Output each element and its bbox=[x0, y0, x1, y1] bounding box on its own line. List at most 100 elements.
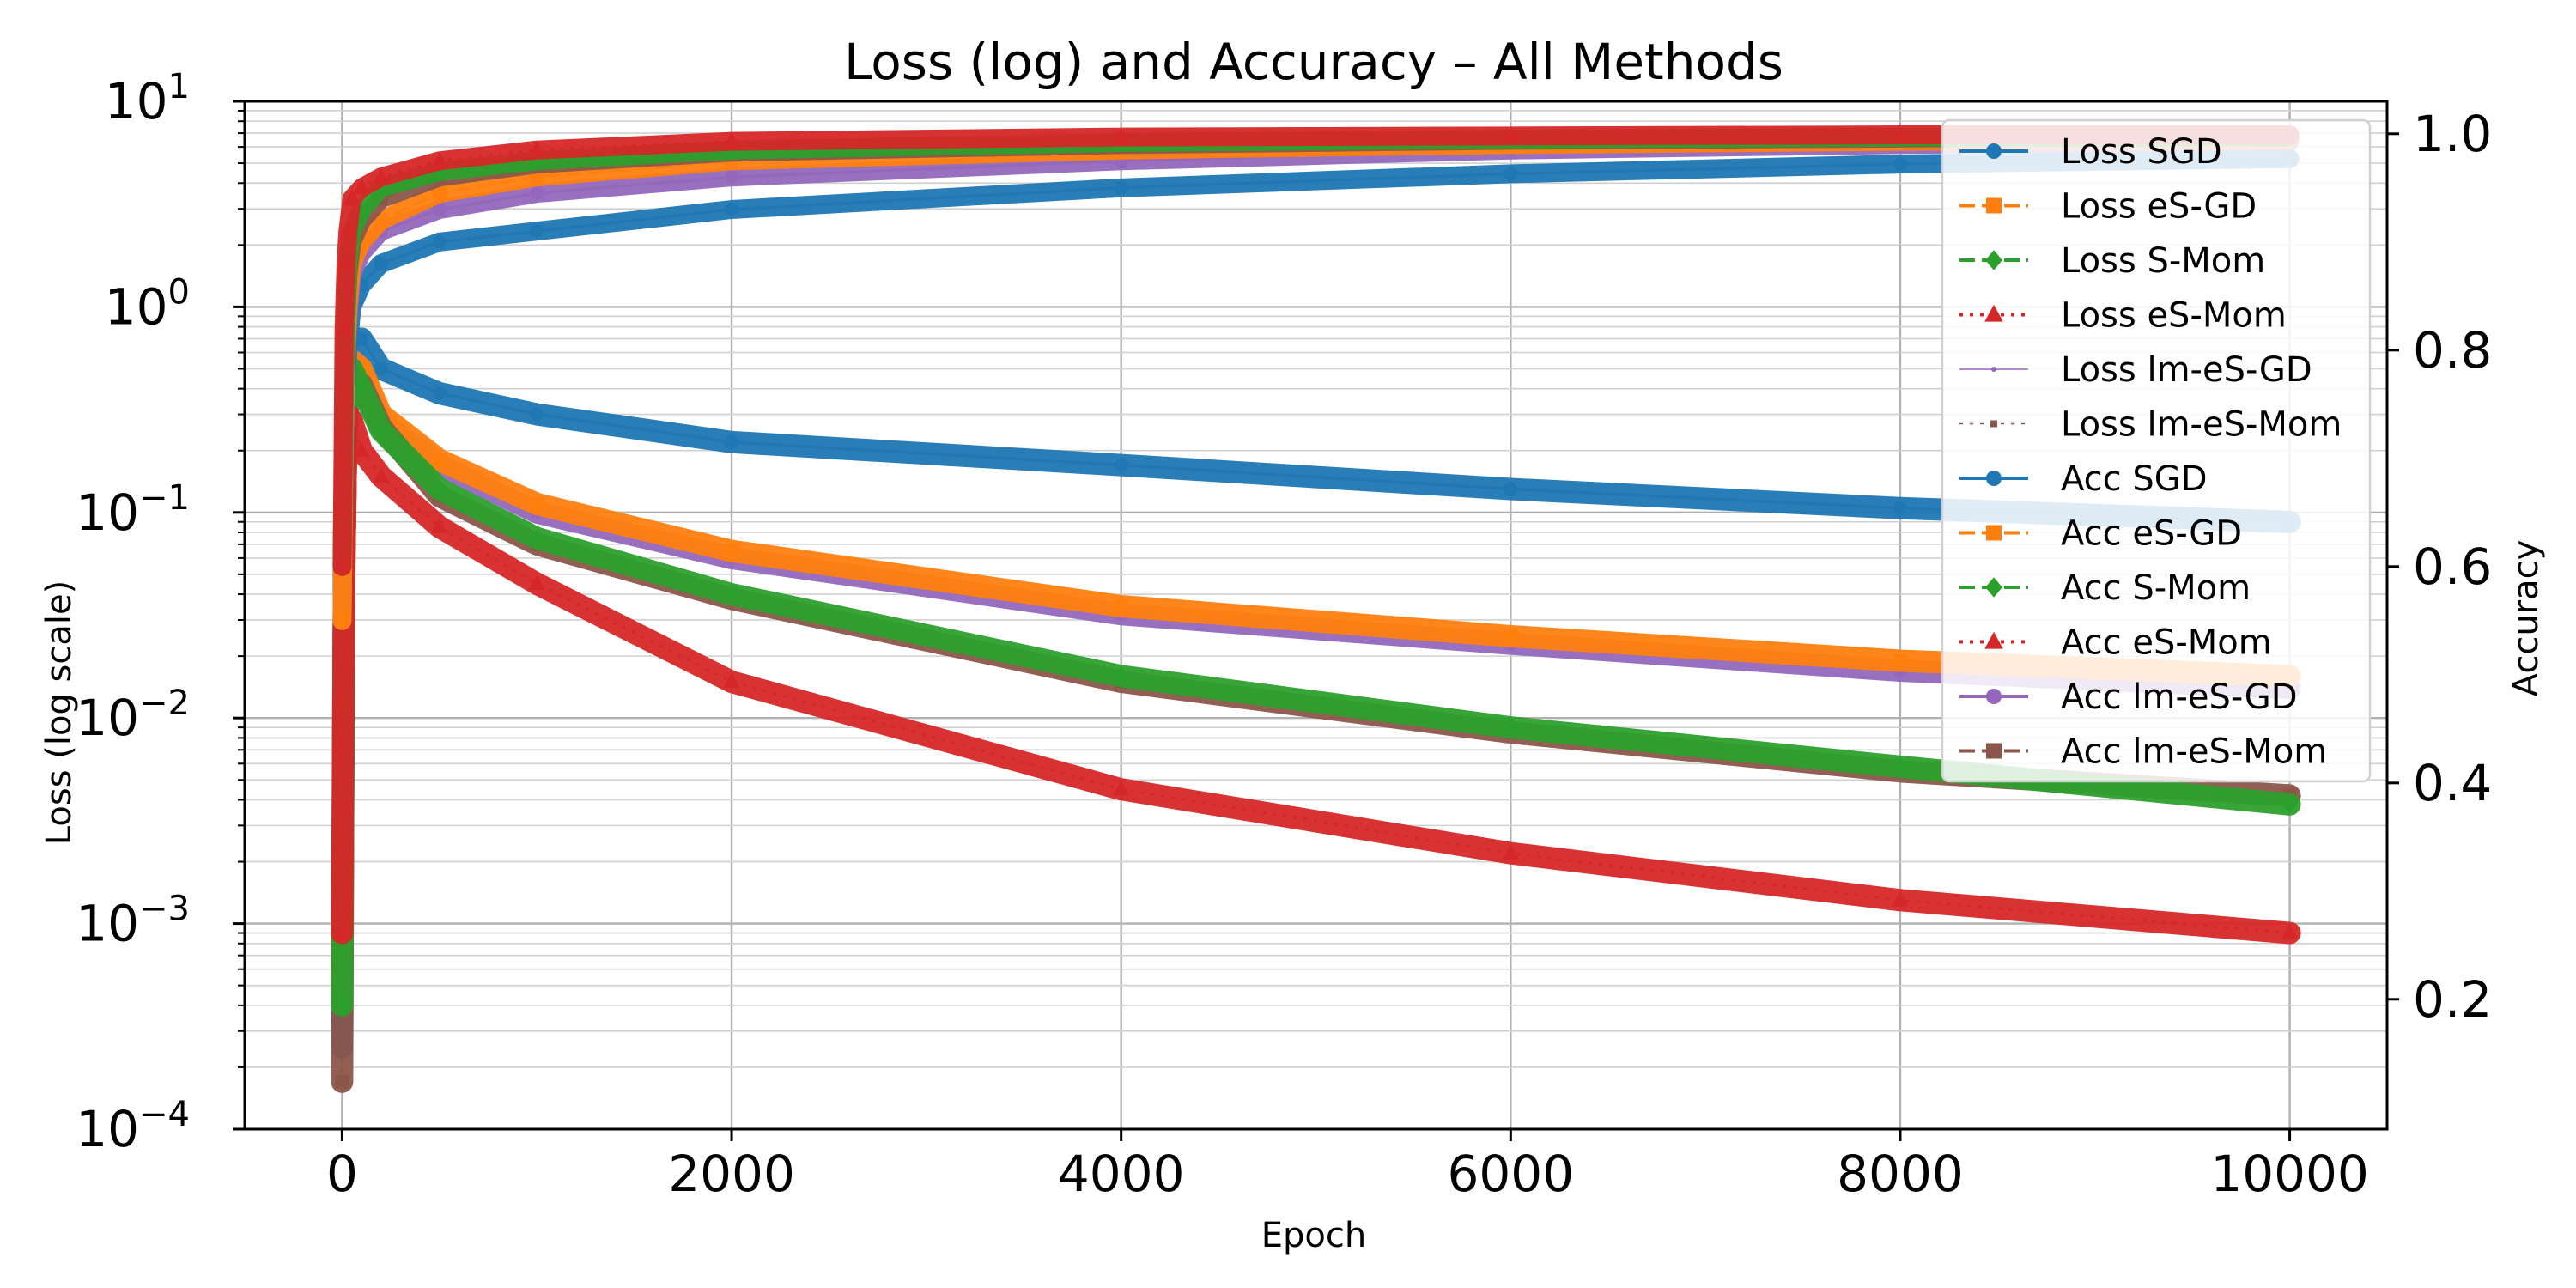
data-point bbox=[374, 213, 388, 228]
legend-marker bbox=[1986, 197, 2002, 214]
legend-marker bbox=[1986, 525, 2002, 541]
legend-entry: Acc eS-Mom bbox=[1959, 623, 2272, 663]
data-point bbox=[725, 203, 739, 216]
legend-label: Acc lm-eS-GD bbox=[2061, 677, 2298, 717]
x-tick-label: 4000 bbox=[1058, 1145, 1185, 1203]
data-point bbox=[528, 574, 545, 591]
legend-label: Loss lm-eS-GD bbox=[2061, 350, 2312, 390]
legend-marker bbox=[1985, 250, 2002, 270]
data-point bbox=[1504, 629, 1518, 643]
legend-entry: Loss S-Mom bbox=[1959, 241, 2265, 281]
x-axis-ticks: 0 2000 4000 6000 8000 10000 bbox=[326, 1129, 2369, 1203]
x-tick-label: 0 bbox=[326, 1145, 358, 1203]
data-point bbox=[335, 1074, 349, 1089]
data-point bbox=[528, 141, 545, 156]
data-point bbox=[1502, 126, 1519, 143]
data-point bbox=[1502, 844, 1519, 860]
legend-label: Loss eS-GD bbox=[2061, 187, 2257, 227]
legend-marker bbox=[1984, 631, 2003, 649]
legend-entry: Loss lm-eS-Mom bbox=[1959, 405, 2342, 445]
data-point bbox=[339, 222, 356, 238]
series-acc-es-mom bbox=[332, 125, 2300, 576]
data-point bbox=[530, 186, 544, 201]
data-point bbox=[432, 186, 447, 201]
data-point bbox=[337, 254, 355, 270]
legend-label: Loss S-Mom bbox=[2061, 241, 2265, 281]
data-point bbox=[530, 496, 544, 511]
data-point bbox=[1114, 458, 1128, 472]
x-tick-label: 2000 bbox=[668, 1145, 795, 1203]
data-point bbox=[373, 167, 390, 184]
data-point bbox=[1113, 780, 1130, 796]
legend-marker bbox=[1985, 577, 2002, 598]
data-point bbox=[373, 467, 390, 483]
data-point bbox=[725, 434, 739, 449]
legend-entry: Loss lm-eS-GD bbox=[1959, 350, 2312, 390]
data-point bbox=[333, 557, 351, 573]
data-point bbox=[432, 203, 447, 216]
legend-entry: Loss eS-Mom bbox=[1959, 296, 2287, 336]
right-y-tick-label: 1.0 bbox=[2413, 105, 2492, 163]
data-point bbox=[1503, 718, 1519, 737]
data-point bbox=[1892, 125, 1909, 142]
legend-marker bbox=[1984, 304, 2003, 322]
legend-entry: Loss eS-GD bbox=[1959, 187, 2257, 227]
data-point bbox=[333, 924, 351, 939]
data-point bbox=[1893, 501, 1907, 515]
right-y-tick-label: 0.6 bbox=[2413, 538, 2492, 596]
data-point bbox=[432, 480, 447, 498]
data-point bbox=[354, 380, 369, 398]
legend-marker bbox=[1986, 143, 2002, 159]
legend-marker bbox=[1986, 743, 2002, 759]
data-point bbox=[1114, 180, 1128, 195]
x-tick-label: 8000 bbox=[1837, 1145, 1964, 1203]
data-point bbox=[374, 361, 388, 376]
data-point bbox=[530, 407, 544, 422]
data-point bbox=[343, 190, 361, 205]
data-point bbox=[1504, 482, 1518, 496]
data-point bbox=[335, 613, 349, 628]
data-point bbox=[724, 585, 739, 604]
data-point bbox=[1893, 757, 1908, 776]
data-point bbox=[374, 257, 388, 270]
data-point bbox=[725, 544, 739, 558]
data-point bbox=[432, 453, 447, 467]
data-point bbox=[1893, 653, 1907, 668]
data-point bbox=[431, 151, 448, 167]
legend-label: Loss SGD bbox=[2061, 132, 2222, 172]
data-point bbox=[373, 422, 389, 440]
legend-label: Loss eS-Mom bbox=[2061, 296, 2287, 336]
legend-entry: Acc eS-GD bbox=[1959, 514, 2242, 554]
data-point bbox=[432, 234, 447, 249]
legend-label: Acc eS-GD bbox=[2061, 514, 2242, 554]
legend-entry: Acc SGD bbox=[1959, 459, 2208, 499]
legend-marker bbox=[1991, 367, 1996, 372]
data-point bbox=[529, 529, 545, 548]
legend-label: Acc eS-Mom bbox=[2061, 623, 2272, 663]
data-point bbox=[530, 224, 544, 239]
legend-entry: Acc lm-eS-Mom bbox=[1959, 732, 2327, 772]
legend-marker bbox=[1990, 420, 1997, 428]
data-point bbox=[431, 518, 448, 533]
right-y-tick-label: 0.4 bbox=[2413, 754, 2492, 812]
data-point bbox=[334, 996, 350, 1015]
data-point bbox=[723, 672, 740, 689]
x-axis-label: Epoch bbox=[1261, 1216, 1366, 1255]
legend-marker bbox=[1986, 471, 2002, 486]
left-y-axis-label: Loss (log scale) bbox=[39, 580, 79, 845]
legend-entry: Acc lm-eS-GD bbox=[1959, 677, 2298, 717]
chart-title: Loss (log) and Accuracy – All Methods bbox=[844, 33, 1783, 91]
data-point bbox=[432, 386, 447, 400]
legend-entry: Loss SGD bbox=[1959, 132, 2222, 172]
legend-marker bbox=[1986, 689, 2002, 704]
legend-entry: Acc S-Mom bbox=[1959, 568, 2251, 608]
data-point bbox=[723, 132, 740, 148]
data-point bbox=[2281, 795, 2298, 814]
legend-label: Acc lm-eS-Mom bbox=[2061, 732, 2327, 772]
data-point bbox=[336, 319, 353, 335]
plot-frame bbox=[243, 100, 2389, 1131]
legend-box bbox=[1941, 118, 2372, 783]
data-point bbox=[353, 441, 370, 457]
